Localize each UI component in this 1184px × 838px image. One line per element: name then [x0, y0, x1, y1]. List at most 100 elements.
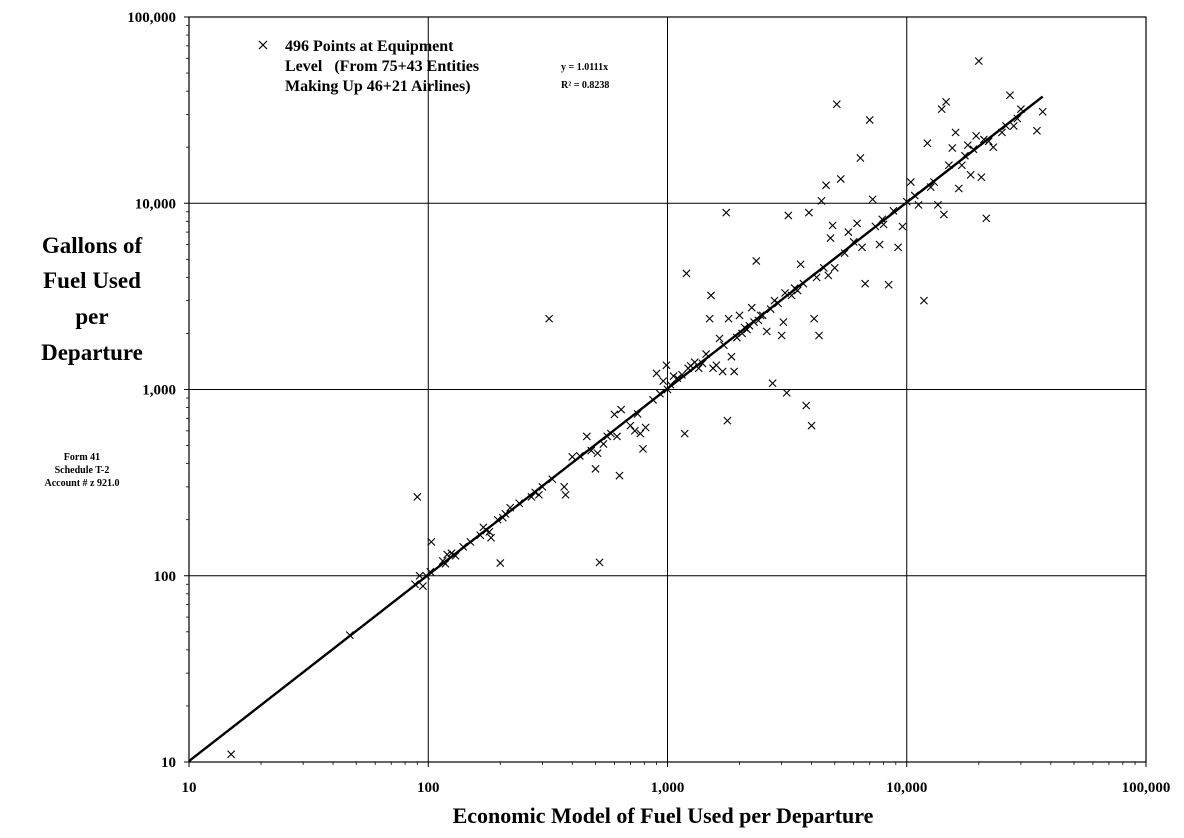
data-point: [828, 221, 837, 230]
data-point: [832, 100, 841, 109]
data-point: [974, 57, 983, 66]
y-tick-label: 100: [154, 569, 177, 585]
x-tick-label: 1,000: [651, 780, 685, 796]
data-point: [878, 215, 887, 224]
data-point: [735, 311, 744, 320]
data-point: [715, 334, 724, 343]
data-point: [954, 184, 963, 193]
side-note-line-1: Form 41: [64, 452, 100, 463]
data-points: [227, 57, 1047, 759]
data-point: [747, 303, 756, 312]
y-tick-label: 1,000: [142, 383, 176, 399]
data-point: [561, 490, 570, 499]
data-point: [496, 559, 505, 568]
data-point: [989, 143, 998, 152]
data-point: [705, 314, 714, 323]
data-point: [822, 181, 831, 190]
data-point: [1013, 114, 1022, 123]
data-point: [413, 492, 422, 501]
data-point: [919, 296, 928, 305]
trendline: [188, 95, 1044, 763]
data-point: [593, 449, 602, 458]
data-point: [727, 352, 736, 361]
data-point: [441, 559, 450, 568]
data-point: [810, 314, 819, 323]
data-point: [762, 327, 771, 336]
data-point: [587, 446, 596, 455]
data-point: [939, 210, 948, 219]
data-point: [1032, 126, 1041, 135]
data-point: [669, 372, 678, 381]
y-tick-label: 10: [161, 755, 176, 771]
data-point: [779, 318, 788, 327]
data-point: [415, 571, 424, 580]
data-point: [777, 331, 786, 340]
trendline-r-squared: R² = 0.8238: [561, 80, 609, 91]
data-point: [884, 280, 893, 289]
data-point: [639, 444, 647, 453]
data-point: [722, 208, 731, 217]
data-point: [865, 115, 874, 124]
data-point: [534, 490, 543, 499]
data-point: [963, 141, 972, 150]
data-point: [673, 374, 682, 383]
data-point: [982, 214, 991, 223]
data-point: [796, 260, 805, 269]
data-point: [768, 379, 777, 388]
data-point: [977, 173, 986, 182]
y-axis-label-line-4: Departure: [41, 340, 143, 365]
x-tick-label: 10: [182, 780, 197, 796]
x-axis-label: Economic Model of Fuel Used per Departur…: [453, 803, 874, 828]
data-point: [914, 200, 923, 209]
data-point: [730, 367, 739, 376]
data-point: [724, 314, 733, 323]
legend-marker: [258, 40, 268, 50]
data-point: [875, 240, 884, 249]
data-point: [591, 464, 600, 473]
x-tick-label: 100,000: [1122, 780, 1171, 796]
data-point: [626, 421, 635, 430]
data-point: [951, 128, 960, 137]
data-point: [678, 370, 687, 379]
data-point: [227, 750, 236, 759]
data-point: [617, 405, 626, 414]
data-point: [707, 291, 715, 300]
x-tick-label: 100: [417, 780, 440, 796]
data-point: [948, 144, 957, 152]
legend-line-1: 496 Points at Equipment: [285, 38, 454, 55]
data-point: [582, 432, 591, 441]
data-point: [906, 178, 915, 187]
data-point: [752, 256, 761, 265]
data-point: [418, 582, 427, 591]
x-tick-label: 10,000: [886, 780, 927, 796]
data-point: [662, 361, 671, 370]
data-point: [652, 369, 661, 378]
data-point: [568, 452, 577, 461]
trendline-equation: y = 1.0111x: [561, 62, 608, 73]
data-point: [641, 423, 650, 432]
y-axis-label-line-3: per: [75, 304, 108, 329]
data-point: [782, 388, 791, 397]
data-point: [659, 377, 668, 386]
data-point: [487, 533, 496, 542]
data-point: [427, 537, 436, 546]
data-point: [807, 421, 816, 430]
data-point: [894, 243, 903, 252]
data-point: [595, 558, 604, 567]
data-point: [804, 208, 813, 217]
data-point: [861, 279, 870, 288]
data-point: [972, 131, 981, 140]
legend-line-3: Making Up 46+21 Airlines): [285, 78, 471, 95]
data-point: [966, 170, 975, 179]
data-point: [615, 471, 624, 480]
data-point: [957, 161, 966, 170]
data-point: [612, 432, 621, 441]
data-point: [630, 426, 639, 435]
data-point: [680, 429, 689, 438]
data-point: [836, 174, 845, 183]
data-point: [560, 482, 569, 491]
data-point: [723, 416, 732, 425]
data-point: [840, 249, 849, 258]
data-point: [856, 153, 865, 162]
